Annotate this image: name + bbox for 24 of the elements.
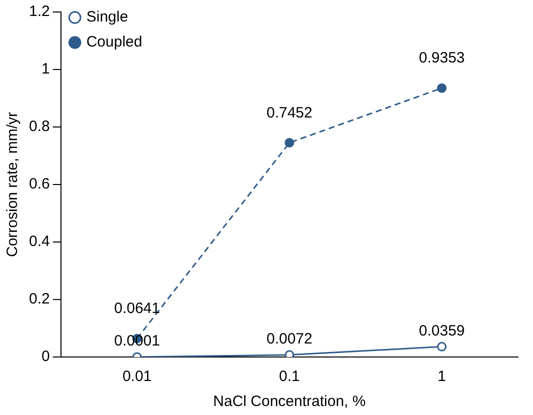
y-tick-label: 0.4 (28, 233, 50, 250)
point (284, 350, 294, 357)
point (284, 138, 294, 148)
y-tick-label: 0.6 (28, 176, 50, 193)
y-tick-label: 0 (42, 348, 50, 366)
y-tick-label: 0.8 (28, 118, 50, 136)
data-label: 0.0001 (114, 332, 160, 350)
data-label: 0.0359 (418, 322, 465, 340)
point (437, 83, 447, 93)
data-label: 0.0641 (114, 300, 160, 318)
legend-label: Single (86, 8, 128, 26)
data-label: 0.9353 (418, 50, 465, 67)
point (437, 342, 447, 352)
y-tick-label: 0.2 (28, 290, 50, 308)
legend-label: Coupled (86, 34, 142, 51)
y-tick-label: 1 (42, 60, 50, 78)
x-axis-title: NaCl Concentration, % (213, 393, 366, 410)
y-tick-label: 1.2 (28, 3, 50, 20)
x-tick-label: 0.01 (122, 368, 152, 386)
x-tick-label: 1 (438, 368, 446, 386)
data-label: 0.0072 (266, 330, 312, 348)
data-label: 0.7452 (266, 104, 312, 122)
x-tick-label: 0.1 (278, 368, 300, 386)
y-axis-title: Corrosion rate, mm/yr (4, 112, 22, 258)
